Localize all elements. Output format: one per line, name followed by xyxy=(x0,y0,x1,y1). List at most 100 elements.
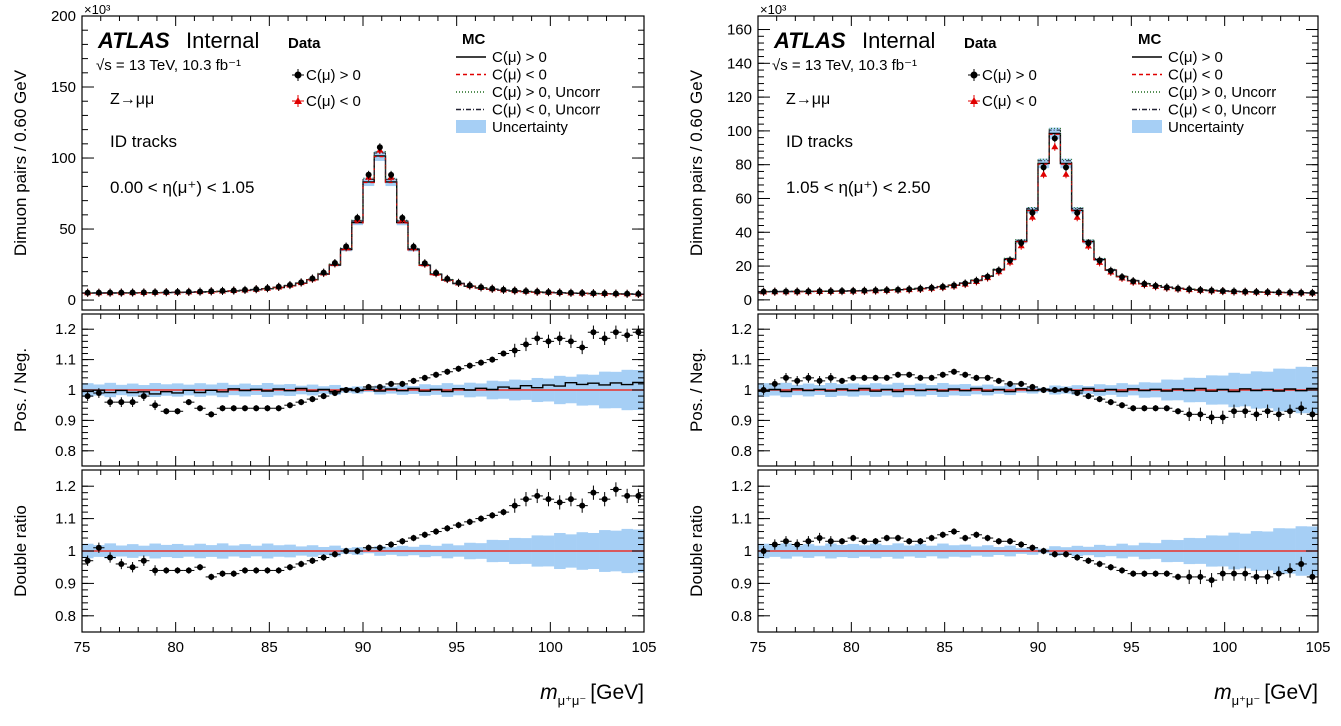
ratio-data-point xyxy=(579,344,586,351)
ratio-data-point xyxy=(197,405,204,412)
legend-mc-entry: C(μ) > 0 xyxy=(492,49,547,66)
top-data-pos-point xyxy=(1096,257,1103,264)
double-data-point xyxy=(973,531,980,538)
y-tick-label: 0.9 xyxy=(731,575,752,592)
ratio-data-point xyxy=(399,380,406,387)
ratio-data-point xyxy=(343,387,350,393)
atlas-status: Internal xyxy=(862,28,935,53)
y-axis-title-ratio: Pos. / Neg. xyxy=(687,348,706,432)
y-tick-label: 1.1 xyxy=(731,511,752,528)
double-data-point xyxy=(1063,551,1069,558)
top-data-pos-point xyxy=(567,289,574,296)
top-data-pos-point xyxy=(152,289,159,296)
top-data-pos-point xyxy=(466,282,473,289)
ratio-data-point xyxy=(771,380,778,387)
double-data-point xyxy=(95,544,102,551)
top-data-pos-point xyxy=(511,287,518,294)
double-data-point xyxy=(590,489,597,496)
ratio-data-point xyxy=(522,341,529,348)
ratio-data-point xyxy=(1107,399,1114,406)
double-data-point xyxy=(219,570,226,577)
ratio-data-point xyxy=(635,329,642,336)
top-data-pos-point xyxy=(1242,288,1249,295)
y-tick-label: 80 xyxy=(735,157,752,174)
double-data-point xyxy=(850,535,857,542)
y-tick-label: 20 xyxy=(735,258,752,275)
top-mc-neg-uncorr-line xyxy=(758,129,1318,294)
process-label: Z→μμ xyxy=(786,91,830,108)
top-data-pos-point xyxy=(1107,267,1114,274)
ratio-data-point xyxy=(534,335,541,342)
double-data-point xyxy=(152,567,159,574)
double-data-point xyxy=(197,564,204,571)
ratio-data-point xyxy=(1264,408,1271,415)
double-data-point xyxy=(433,528,440,535)
double-data-point xyxy=(241,567,248,574)
ratio-data-point xyxy=(185,399,192,406)
ratio-data-point xyxy=(601,335,608,342)
legend-mc-header: MC xyxy=(1138,31,1161,48)
double-data-point xyxy=(309,557,316,564)
y-tick-label: 0 xyxy=(744,292,752,309)
legend-data-entry: C(μ) < 0 xyxy=(982,93,1037,110)
top-data-pos-point xyxy=(309,275,316,282)
double-data-point xyxy=(1253,573,1260,580)
y-axis-title-double: Double ratio xyxy=(687,505,706,597)
ratio-data-point xyxy=(1063,387,1069,393)
ratio-data-point xyxy=(839,377,845,384)
ratio-data-point xyxy=(163,408,170,415)
x-axis-title-subscript: μ⁺μ⁻ xyxy=(558,693,587,708)
legend-data-entry: C(μ) > 0 xyxy=(306,67,361,84)
legend-mc-entry: C(μ) < 0 xyxy=(492,67,547,84)
top-data-pos-point xyxy=(1219,287,1226,294)
double-data-point xyxy=(354,548,361,554)
panel-left: 0 50 100 150 200 0.8 0.9 1 1.1 1.2 0.8 0.9 1 1.1 1.2 75… xyxy=(11,2,657,708)
ratio-data-point xyxy=(1208,414,1215,421)
double-data-point xyxy=(906,538,913,545)
legend-mc-entry: C(μ) > 0 xyxy=(1168,49,1223,66)
double-data-point xyxy=(839,538,845,545)
ratio-data-point xyxy=(140,393,147,400)
y-tick-label: 100 xyxy=(51,150,76,167)
double-data-point xyxy=(1107,564,1114,571)
top-data-pos-point xyxy=(861,287,868,294)
top-data-pos-point xyxy=(320,269,327,276)
double-data-point xyxy=(827,538,834,545)
top-data-pos-point xyxy=(365,171,372,178)
y-tick-label: 1 xyxy=(744,543,752,560)
top-data-pos-point xyxy=(286,281,293,288)
top-data-pos-point xyxy=(1029,209,1036,216)
ratio-data-point xyxy=(1085,393,1092,400)
double-data-point xyxy=(320,554,327,561)
ratio-data-point xyxy=(455,365,462,372)
energy-label: √s = 13 TeV, 10.3 fb⁻¹ xyxy=(772,57,917,74)
top-data-pos-point xyxy=(1264,289,1271,296)
double-data-point xyxy=(399,538,406,545)
ratio-data-point xyxy=(906,371,913,378)
ratio-data-point xyxy=(1275,411,1282,418)
top-data-pos-point xyxy=(624,290,631,297)
double-data-point xyxy=(872,538,879,545)
top-data-pos-point xyxy=(545,289,552,296)
double-data-point xyxy=(489,512,496,519)
ratio-data-point xyxy=(995,377,1002,384)
ratio-data-point xyxy=(354,387,361,393)
ratio-data-point xyxy=(1096,396,1103,403)
ratio-data-point xyxy=(1051,387,1058,393)
double-data-point xyxy=(107,554,114,561)
top-data-pos-point xyxy=(601,290,608,297)
top-data-neg-point xyxy=(1040,170,1048,177)
top-data-pos-point xyxy=(579,290,586,297)
ratio-data-point xyxy=(827,374,834,381)
x-tick-label: 90 xyxy=(1030,639,1047,656)
eta-label: 1.05 < η(μ⁺) < 2.50 xyxy=(786,178,930,197)
double-data-point xyxy=(455,522,462,529)
double-data-point xyxy=(1264,573,1271,580)
top-data-pos-point xyxy=(839,288,845,295)
double-data-point xyxy=(1208,577,1215,584)
ratio-data-point xyxy=(1029,383,1036,390)
top-mc-neg-line xyxy=(758,133,1318,294)
ratio-data-point xyxy=(320,393,327,400)
x-tick-label: 85 xyxy=(261,639,278,656)
double-data-point xyxy=(365,544,372,551)
